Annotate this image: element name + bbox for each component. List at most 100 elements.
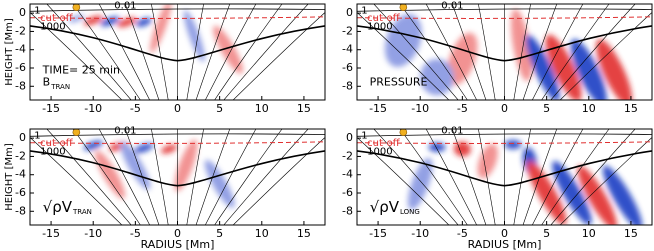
y-tick-label: -8 bbox=[342, 204, 353, 217]
wave-field bbox=[357, 4, 652, 100]
y-tick-label: -4 bbox=[15, 168, 26, 181]
y-tick-label: -2 bbox=[15, 149, 26, 162]
x-tick-label: 5 bbox=[543, 102, 550, 115]
y-tick-label: 0 bbox=[19, 6, 26, 19]
x-tick-label: 15 bbox=[297, 102, 311, 115]
contour-annotation: 1000 bbox=[40, 146, 65, 157]
contour-1 bbox=[357, 8, 652, 12]
field-line bbox=[478, 4, 496, 100]
contour-annotation: cut-off bbox=[367, 138, 401, 149]
x-tick-label: 5 bbox=[216, 227, 223, 240]
contour-annotation: 0.01 bbox=[114, 125, 136, 136]
panel-label: √ρV bbox=[370, 198, 400, 216]
x-tick-label: 0 bbox=[174, 102, 181, 115]
field-line bbox=[223, 129, 309, 225]
field-line bbox=[72, 4, 141, 100]
x-tick-label: -5 bbox=[130, 102, 141, 115]
y-tick-label: -6 bbox=[342, 186, 353, 199]
source-marker bbox=[399, 4, 408, 11]
field-line bbox=[46, 129, 132, 225]
x-axis-label: RADIUS [Mm] bbox=[468, 238, 542, 251]
x-tick-label: 10 bbox=[255, 227, 269, 240]
x-tick-label: -10 bbox=[84, 227, 102, 240]
field-line bbox=[451, 129, 487, 225]
y-tick-label: -8 bbox=[342, 79, 353, 92]
field-line bbox=[451, 4, 487, 100]
source-marker bbox=[72, 129, 81, 136]
contour-1000 bbox=[357, 150, 652, 187]
panel-label: √ρV bbox=[43, 198, 73, 216]
x-tick-label: 5 bbox=[543, 227, 550, 240]
y-tick-label: -6 bbox=[15, 61, 26, 74]
x-tick-label: -5 bbox=[457, 227, 468, 240]
x-tick-label: 10 bbox=[255, 102, 269, 115]
contour-annotation: 1 bbox=[34, 130, 40, 141]
cutoff-line bbox=[357, 16, 652, 19]
y-axis-label: HEIGHT [Mm] bbox=[4, 18, 15, 86]
field-line bbox=[223, 4, 309, 100]
cutoff-line bbox=[30, 141, 325, 144]
x-tick-label: -15 bbox=[369, 227, 387, 240]
cutoff-line bbox=[30, 16, 325, 19]
y-tick-label: 0 bbox=[346, 131, 353, 144]
x-tick-label: -15 bbox=[369, 102, 387, 115]
field-line bbox=[72, 129, 141, 225]
field-line bbox=[46, 4, 132, 100]
x-tick-label: 0 bbox=[174, 227, 181, 240]
y-tick-label: 0 bbox=[19, 131, 26, 144]
field-line bbox=[151, 129, 169, 225]
field-line bbox=[186, 129, 204, 225]
contour-annotation: 1000 bbox=[367, 146, 392, 157]
contour-annotation: 1 bbox=[361, 130, 367, 141]
y-tick-label: -8 bbox=[15, 204, 26, 217]
x-tick-label: 15 bbox=[624, 102, 638, 115]
contour-1 bbox=[30, 133, 325, 137]
contour-annotation: cut-off bbox=[40, 13, 74, 24]
field-line bbox=[513, 129, 531, 225]
y-tick-label: -6 bbox=[342, 61, 353, 74]
cutoff-line bbox=[357, 141, 652, 144]
wave-field bbox=[357, 129, 652, 225]
x-tick-label: 15 bbox=[297, 227, 311, 240]
field-line bbox=[522, 129, 558, 225]
x-tick-label: 0 bbox=[501, 227, 508, 240]
x-tick-label: -15 bbox=[42, 227, 60, 240]
field-line bbox=[522, 4, 558, 100]
x-tick-label: -10 bbox=[411, 227, 429, 240]
wave-field bbox=[30, 4, 325, 100]
x-tick-label: -5 bbox=[130, 227, 141, 240]
x-tick-label: 0 bbox=[501, 102, 508, 115]
source-marker bbox=[399, 129, 408, 136]
field-line bbox=[541, 4, 610, 100]
panel-label: B bbox=[43, 76, 51, 89]
field-line bbox=[550, 4, 636, 100]
x-tick-label: 15 bbox=[624, 227, 638, 240]
y-tick-label: -4 bbox=[342, 43, 353, 56]
y-tick-label: 0 bbox=[346, 6, 353, 19]
time-label: TIME= 25 min bbox=[42, 64, 120, 77]
panel-label: PRESSURE bbox=[370, 76, 428, 89]
contour-annotation: 1000 bbox=[40, 21, 65, 32]
panel-label-sub: TRAN bbox=[50, 83, 70, 91]
contour-1000 bbox=[30, 25, 325, 62]
panel-label-sub: TRAN bbox=[72, 208, 92, 216]
field-line bbox=[124, 129, 160, 225]
field-line bbox=[151, 4, 169, 100]
contour-annotation: 1 bbox=[361, 5, 367, 16]
field-line bbox=[541, 129, 610, 225]
contour-1000 bbox=[357, 25, 652, 62]
contour-1000 bbox=[30, 150, 325, 187]
y-tick-label: -4 bbox=[342, 168, 353, 181]
field-line bbox=[214, 4, 283, 100]
field-line bbox=[513, 4, 531, 100]
field-line bbox=[373, 129, 459, 225]
x-tick-label: -10 bbox=[411, 102, 429, 115]
y-tick-label: -2 bbox=[342, 149, 353, 162]
field-line bbox=[550, 129, 636, 225]
field-line bbox=[399, 4, 468, 100]
